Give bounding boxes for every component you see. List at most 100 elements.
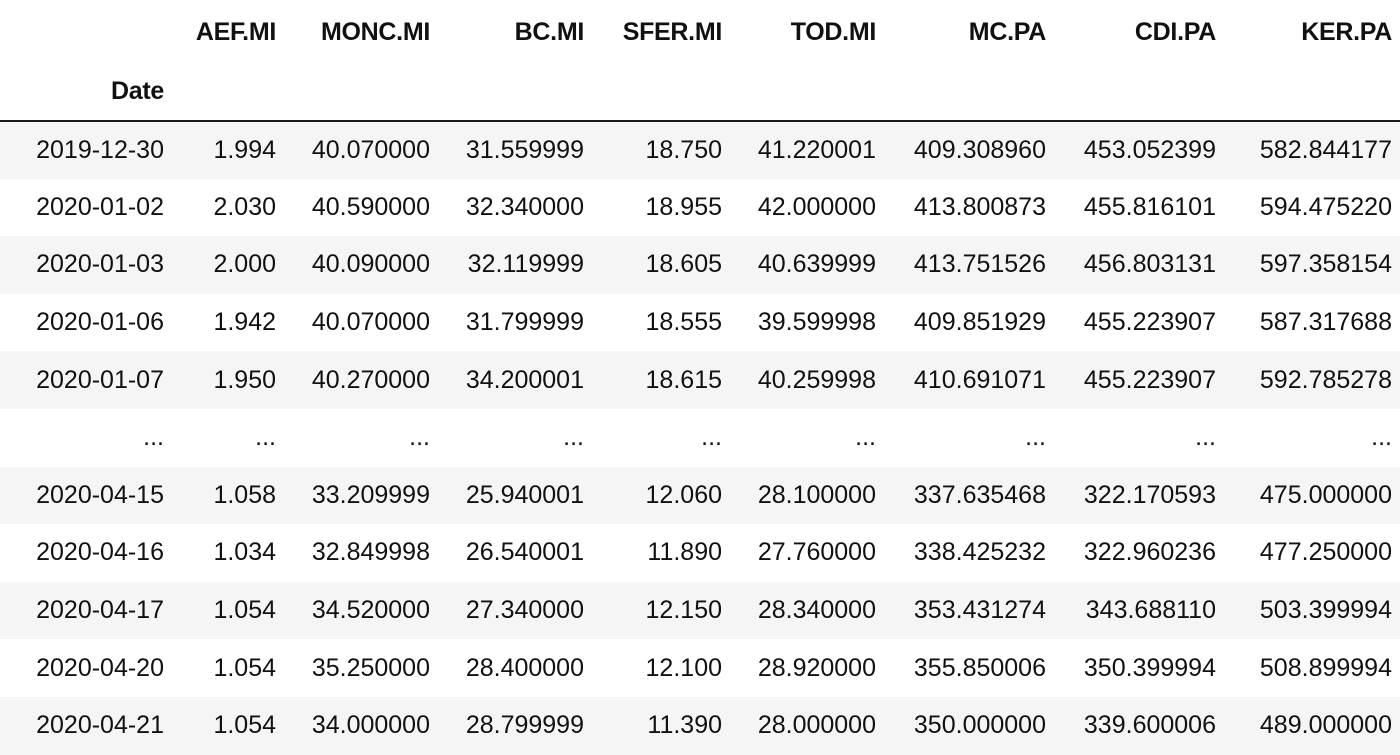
cell-cdi-pa: ...	[1195, 423, 1216, 452]
cell-mc-pa: 413.800873	[913, 192, 1046, 221]
cell-bc-mi: 31.799999	[465, 308, 584, 337]
cell-cdi-pa: 339.600006	[1083, 711, 1216, 740]
row-index-date: ...	[143, 423, 164, 452]
cell-tod-mi: 39.599998	[757, 308, 876, 337]
cell-tod-mi: 42.000000	[757, 192, 876, 221]
cell-bc-mi: ...	[563, 423, 584, 452]
cell-mc-pa: 409.851929	[913, 308, 1046, 337]
column-header: BC.MI	[514, 17, 585, 46]
index-name-row: Date	[0, 62, 1400, 121]
index-name-label: Date	[111, 76, 164, 105]
cell-sfer-mi: 18.955	[645, 192, 722, 221]
cell-bc-mi: 34.200001	[465, 365, 584, 394]
cell-cdi-pa: 322.170593	[1083, 480, 1216, 509]
header-corner	[0, 0, 172, 62]
row-index-date: 2020-01-02	[36, 192, 164, 221]
cell-tod-mi: 28.000000	[757, 711, 876, 740]
row-index-date: 2020-04-21	[36, 711, 164, 740]
cell-sfer-mi: 12.150	[645, 596, 722, 625]
table-row: 2020-04-20 1.054 35.250000 28.400000 12.100 2…	[0, 639, 1400, 697]
table-body: 2019-12-30 1.994 40.070000 31.559999 18.750 4…	[0, 121, 1400, 755]
table-row: 2020-04-21 1.054 34.000000 28.799999 11.390 2…	[0, 696, 1400, 755]
cell-tod-mi: 28.340000	[757, 596, 876, 625]
cell-ker-pa: 503.399994	[1259, 596, 1392, 625]
ellipsis-row: ...........................	[0, 408, 1400, 467]
cell-sfer-mi: 18.750	[645, 135, 722, 164]
cell-tod-mi: 28.920000	[757, 653, 876, 682]
cell-sfer-mi: 11.390	[647, 711, 722, 740]
column-header: MONC.MI	[321, 17, 430, 46]
cell-aef-mi: ...	[255, 423, 276, 452]
cell-mc-pa: 413.751526	[913, 250, 1046, 279]
row-index-date: 2020-04-15	[36, 480, 164, 509]
row-index-date: 2020-04-20	[36, 653, 164, 682]
cell-monc-mi: 40.070000	[311, 135, 430, 164]
cell-aef-mi: 1.034	[213, 538, 276, 567]
row-index-date: 2020-01-07	[36, 365, 164, 394]
table-row: 2020-01-06 1.942 40.070000 31.799999 18.555 3…	[0, 293, 1400, 352]
cell-sfer-mi: ...	[701, 423, 722, 452]
cell-ker-pa: 597.358154	[1259, 250, 1392, 279]
row-index-date: 2020-01-03	[36, 250, 164, 279]
row-index-date: 2020-04-17	[36, 596, 164, 625]
cell-monc-mi: 40.070000	[311, 308, 430, 337]
table-header: AEF.MI MONC.MI BC.MI SFER.MI TOD.MI MC.P…	[0, 0, 1400, 121]
cell-bc-mi: 31.559999	[465, 135, 584, 164]
cell-ker-pa: 582.844177	[1259, 135, 1392, 164]
cell-cdi-pa: 455.816101	[1083, 192, 1216, 221]
cell-ker-pa: 592.785278	[1259, 365, 1392, 394]
cell-tod-mi: ...	[855, 423, 876, 452]
cell-aef-mi: 1.942	[213, 308, 276, 337]
cell-bc-mi: 32.119999	[467, 250, 584, 279]
cell-tod-mi: 28.100000	[757, 480, 876, 509]
column-header: KER.PA	[1301, 17, 1392, 46]
column-header: CDI.PA	[1134, 17, 1216, 46]
row-index-date: 2020-01-06	[36, 308, 164, 337]
table-row: 2020-04-17 1.054 34.520000 27.340000 12.150 2…	[0, 581, 1400, 640]
cell-tod-mi: 40.259998	[757, 365, 876, 394]
cell-ker-pa: 477.250000	[1259, 538, 1392, 567]
cell-sfer-mi: 18.605	[645, 250, 722, 279]
cell-cdi-pa: 453.052399	[1083, 135, 1216, 164]
row-index-date: 2020-04-16	[36, 538, 164, 567]
cell-aef-mi: 1.054	[213, 711, 276, 740]
cell-tod-mi: 27.760000	[757, 538, 876, 567]
column-header: MC.PA	[968, 17, 1047, 46]
cell-bc-mi: 28.400000	[465, 653, 584, 682]
cell-monc-mi: 34.000000	[311, 711, 430, 740]
cell-mc-pa: 338.425232	[913, 538, 1046, 567]
cell-tod-mi: 40.639999	[757, 250, 876, 279]
cell-ker-pa: 594.475220	[1259, 192, 1392, 221]
cell-ker-pa: ...	[1371, 423, 1392, 452]
cell-aef-mi: 2.030	[213, 192, 276, 221]
cell-tod-mi: 41.220001	[757, 135, 876, 164]
cell-ker-pa: 475.000000	[1259, 480, 1392, 509]
cell-mc-pa: 337.635468	[913, 480, 1046, 509]
table-row: 2020-04-16 1.034 32.849998 26.540001 11.890 2…	[0, 524, 1400, 582]
column-header: SFER.MI	[622, 17, 723, 46]
column-header: AEF.MI	[195, 17, 276, 46]
cell-aef-mi: 1.054	[213, 653, 276, 682]
cell-mc-pa: 409.308960	[913, 135, 1046, 164]
cell-mc-pa: 355.850006	[913, 653, 1046, 682]
table-row: 2020-01-03 2.000 40.090000 32.119999 18.605 4…	[0, 236, 1400, 294]
cell-cdi-pa: 455.223907	[1083, 308, 1216, 337]
cell-aef-mi: 2.000	[213, 250, 276, 279]
cell-mc-pa: 350.000000	[913, 711, 1046, 740]
cell-sfer-mi: 12.060	[645, 480, 722, 509]
cell-cdi-pa: 322.960236	[1083, 538, 1216, 567]
cell-sfer-mi: 11.890	[647, 538, 722, 567]
cell-bc-mi: 26.540001	[465, 538, 584, 567]
cell-cdi-pa: 343.688110	[1085, 596, 1216, 625]
cell-aef-mi: 1.054	[213, 596, 276, 625]
cell-cdi-pa: 455.223907	[1083, 365, 1216, 394]
cell-bc-mi: 28.799999	[465, 711, 584, 740]
row-index-date: 2019-12-30	[36, 135, 164, 164]
cell-monc-mi: 34.520000	[311, 596, 430, 625]
table-row: 2019-12-30 1.994 40.070000 31.559999 18.750 4…	[0, 121, 1400, 179]
table-row: 2020-01-07 1.950 40.270000 34.200001 18.615 4…	[0, 351, 1400, 409]
cell-mc-pa: ...	[1025, 423, 1046, 452]
cell-sfer-mi: 18.555	[645, 308, 722, 337]
cell-bc-mi: 27.340000	[465, 596, 584, 625]
